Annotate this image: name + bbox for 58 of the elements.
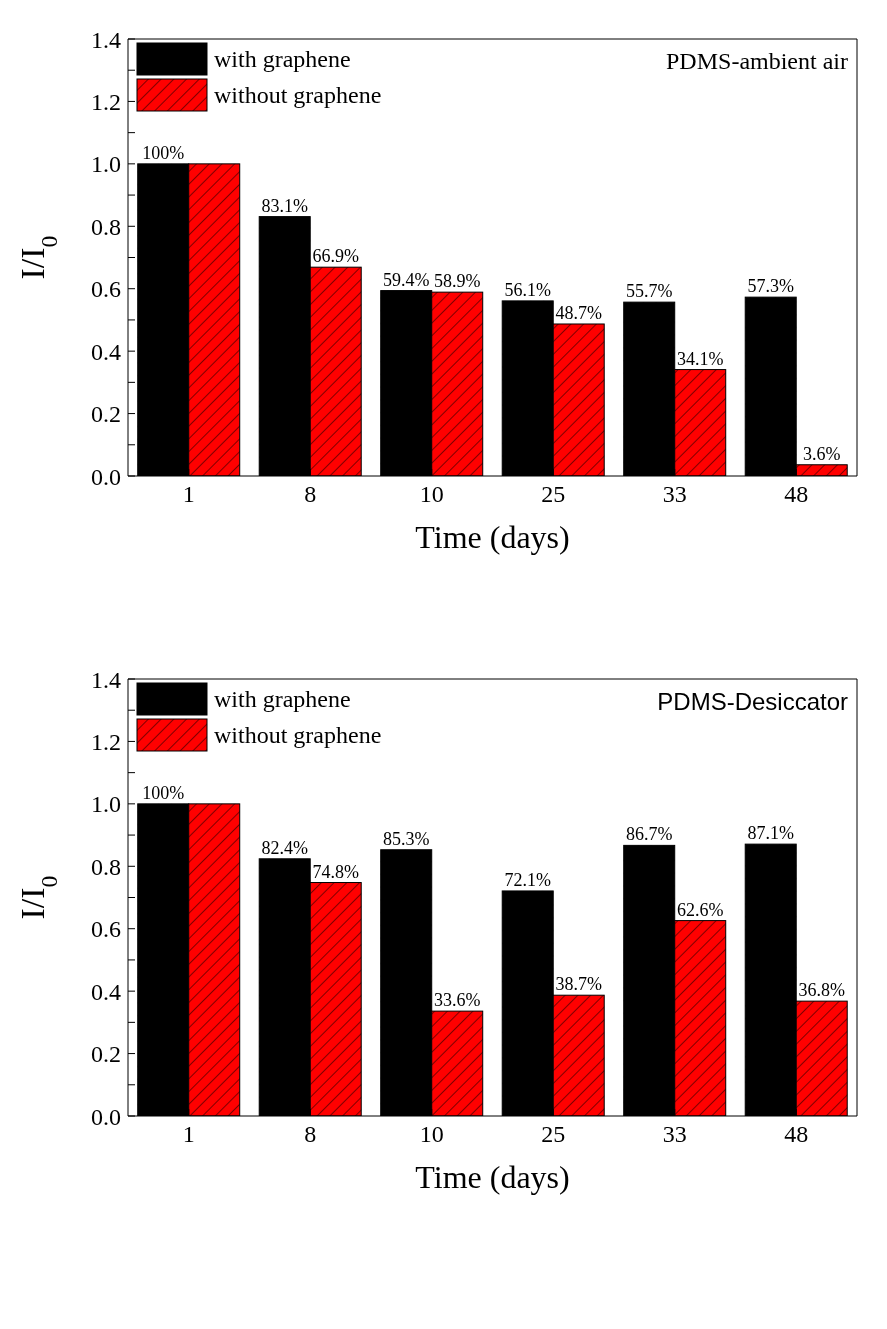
data-label: 100%: [142, 142, 185, 163]
data-label: 33.6%: [433, 990, 481, 1011]
data-label: 74.8%: [312, 861, 359, 882]
y-tick-label: 1.4: [91, 666, 121, 693]
data-label: 85.3%: [382, 828, 430, 849]
y-tick-label: 1.2: [91, 88, 121, 115]
data-label: 57.3%: [747, 276, 794, 297]
y-tick-label: 0.4: [91, 978, 121, 1005]
data-label: 86.7%: [625, 824, 673, 845]
x-tick-label: 10: [419, 1121, 444, 1148]
data-label: 62.6%: [676, 899, 724, 920]
data-label: 83.1%: [261, 195, 308, 216]
y-tick-label: 1.0: [91, 151, 121, 178]
data-label: 56.1%: [504, 279, 551, 300]
y-tick-label: 0.8: [91, 213, 121, 240]
legend-label: without graphene: [214, 721, 382, 749]
x-tick-label: 10: [419, 481, 444, 508]
x-tick-label: 1: [182, 1121, 195, 1148]
x-tick-label: 33: [662, 1121, 687, 1148]
data-label: 34.1%: [676, 348, 724, 369]
x-tick-label: 25: [541, 1121, 566, 1148]
x-tick-label: 33: [662, 481, 687, 508]
x-tick-label: 8: [304, 1121, 317, 1148]
y-tick-label: 0.8: [91, 853, 121, 880]
y-tick-label: 1.4: [91, 26, 121, 53]
data-label: 72.1%: [504, 869, 551, 890]
data-label: 82.4%: [261, 837, 308, 858]
data-label: 48.7%: [555, 302, 602, 323]
x-tick-label: 8: [304, 481, 317, 508]
legend-label: without graphene: [214, 81, 382, 109]
legend-label: with graphene: [214, 45, 351, 73]
annotation: PDMS-ambient air: [666, 48, 848, 75]
x-tick-label: 48: [784, 1121, 809, 1148]
data-label: 36.8%: [798, 980, 845, 1001]
x-tick-label: 25: [541, 481, 566, 508]
x-axis-title: Time (days): [415, 1159, 570, 1195]
data-label: 38.7%: [555, 974, 602, 995]
data-label: 100%: [142, 782, 185, 803]
data-label: 55.7%: [625, 281, 673, 302]
y-tick-label: 0.2: [91, 401, 121, 428]
x-axis-title: Time (days): [415, 519, 570, 555]
annotation: PDMS-Desiccator: [657, 688, 848, 716]
data-label: 59.4%: [382, 269, 430, 290]
y-tick-label: 0.6: [91, 276, 121, 303]
data-label: 58.9%: [433, 271, 481, 292]
x-tick-label: 48: [784, 481, 809, 508]
y-tick-label: 0.0: [91, 463, 121, 490]
data-label: 66.9%: [312, 246, 359, 267]
y-tick-label: 0.0: [91, 1103, 121, 1130]
y-tick-label: 1.2: [91, 728, 121, 755]
data-label: 3.6%: [802, 443, 841, 464]
x-tick-label: 1: [182, 481, 195, 508]
y-tick-label: 0.6: [91, 916, 121, 943]
y-tick-label: 0.4: [91, 338, 121, 365]
y-tick-label: 0.2: [91, 1041, 121, 1068]
y-tick-label: 1.0: [91, 791, 121, 818]
legend-label: with graphene: [214, 685, 351, 713]
data-label: 87.1%: [747, 823, 794, 844]
